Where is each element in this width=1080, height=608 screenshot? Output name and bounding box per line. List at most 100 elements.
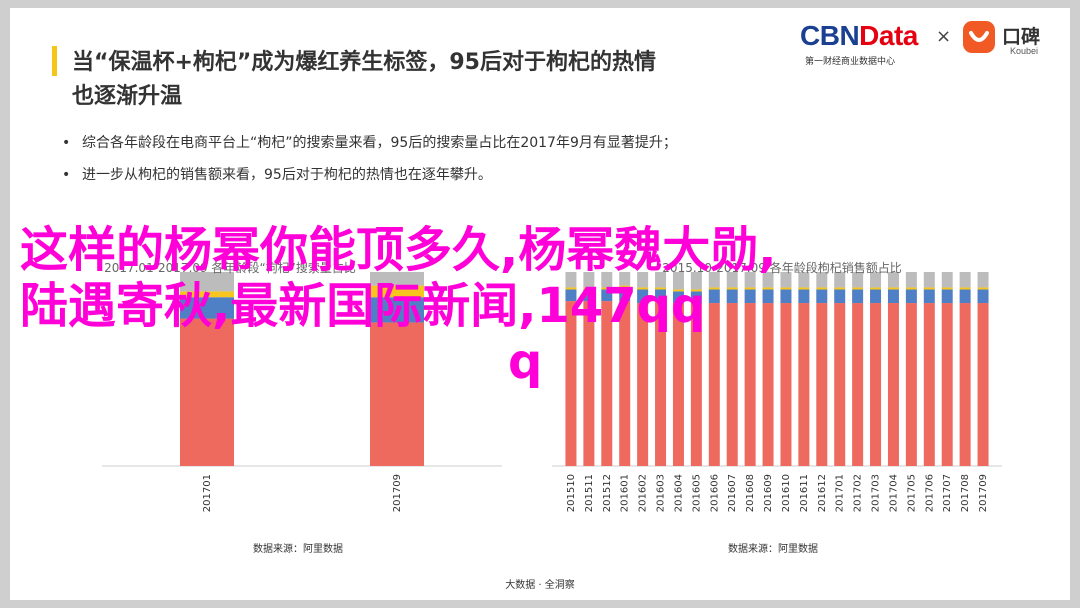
x-tick-label: 201602 <box>638 474 649 512</box>
x-tick-label: 201709 <box>978 474 989 512</box>
overlay-line2: 陆遇寄秋,最新国际新闻,147qq <box>20 278 706 334</box>
bar-segment <box>762 272 774 288</box>
bar-segment <box>619 287 631 302</box>
x-tick-label: 201607 <box>727 474 738 512</box>
cbndata-logo-cbn: CBN <box>800 20 860 51</box>
x-tick-label: 201512 <box>602 474 613 512</box>
bar-segment <box>690 303 702 466</box>
bar-segment <box>816 287 828 290</box>
bar-segment <box>762 289 774 304</box>
slide-title-line1: 当“保温杯+枸杞”成为爆红养生标签，95后对于枸杞的热情 <box>72 50 656 75</box>
partner-separator: × <box>936 26 952 47</box>
bar-segment <box>708 287 720 290</box>
bar-segment <box>905 287 917 290</box>
x-tick-label: 201609 <box>763 474 774 512</box>
chart-right-source: 数据来源：阿里数据 <box>728 544 818 555</box>
x-tick-label: 201511 <box>584 474 595 512</box>
bar-segment <box>780 303 792 466</box>
bar-segment <box>619 285 631 288</box>
chart-left-source: 数据来源：阿里数据 <box>253 544 343 555</box>
bullet-item: • 进一步从枸杞的销售额来看，95后对于枸杞的热情也在逐年攀升。 <box>62 164 492 184</box>
bar-segment <box>834 303 846 466</box>
bar-segment <box>565 289 577 302</box>
bar-segment <box>941 287 953 290</box>
bar-segment <box>726 287 738 290</box>
bar-segment <box>690 291 702 304</box>
x-tick-label: 201608 <box>745 474 756 512</box>
bar-segment <box>977 272 989 288</box>
bar-segment <box>744 287 756 290</box>
bar-segment <box>977 287 989 290</box>
bar-segment <box>726 272 738 288</box>
bar-segment <box>601 287 613 290</box>
bar-segment <box>941 272 953 288</box>
koubei-logo-name: 口碑 <box>1002 26 1041 48</box>
bar-segment <box>923 303 935 466</box>
bar-segment <box>959 289 971 304</box>
bar-segment <box>708 303 720 466</box>
bar-segment <box>744 289 756 304</box>
koubei-logo-icon <box>963 21 995 53</box>
x-tick-label: 201601 <box>620 474 631 512</box>
bar-segment <box>637 287 649 290</box>
x-tick-label: 201605 <box>691 474 702 512</box>
bar-segment <box>180 272 234 292</box>
bar-segment <box>959 303 971 466</box>
bar-segment <box>619 301 631 466</box>
title-accent-bar <box>52 46 57 76</box>
bar-segment <box>887 272 899 288</box>
bar-segment <box>655 289 667 302</box>
x-tick-label: 201704 <box>888 474 899 512</box>
bar-segment <box>637 272 649 288</box>
bar-segment <box>887 287 899 290</box>
x-tick-label: 201603 <box>656 474 667 512</box>
bar-segment <box>870 272 882 288</box>
x-tick-label: 201612 <box>817 474 828 512</box>
cbndata-logo: CBNData <box>800 20 918 52</box>
bar-segment <box>780 289 792 304</box>
x-tick-label: 201701 <box>835 474 846 512</box>
bar-segment <box>923 272 935 288</box>
x-tick-label: 201510 <box>566 474 577 512</box>
x-tick-label: 201701 <box>202 474 213 512</box>
bar-segment <box>180 291 234 298</box>
bar-segment <box>816 303 828 466</box>
bar-segment <box>977 289 989 304</box>
bar-segment <box>601 301 613 466</box>
bar-segment <box>180 297 234 319</box>
bar-segment <box>672 291 684 304</box>
bar-segment <box>905 272 917 288</box>
bar-segment <box>672 272 684 290</box>
bar-segment <box>834 289 846 304</box>
x-tick-label: 201706 <box>924 474 935 512</box>
bullet-dot-icon: • <box>62 167 71 183</box>
bar-segment <box>852 303 864 466</box>
bar-segment <box>780 287 792 290</box>
bar-segment <box>655 287 667 290</box>
slide-title: 当“保温杯+枸杞”成为爆红养生标签，95后对于枸杞的热情 也逐渐升温 <box>72 46 872 114</box>
bar-segment <box>941 289 953 304</box>
bar-segment <box>816 289 828 304</box>
bar-segment <box>762 287 774 290</box>
bar-segment <box>672 289 684 292</box>
cbndata-subtitle: 第一财经商业数据中心 <box>805 57 896 67</box>
bar-segment <box>726 303 738 466</box>
x-tick-label: 201708 <box>960 474 971 512</box>
bar-segment <box>655 301 667 466</box>
bar-segment <box>655 272 667 288</box>
chart-right-title: 2015.10-2017.09 各年龄段枸杞销售额占比 <box>662 260 901 275</box>
slide-title-line2: 也逐渐升温 <box>72 84 183 109</box>
bar-segment <box>583 272 595 288</box>
x-tick-label: 201606 <box>709 474 720 512</box>
bar-segment <box>370 297 424 323</box>
bar-segment <box>690 272 702 290</box>
x-tick-label: 201611 <box>799 474 810 512</box>
bar-segment <box>583 301 595 466</box>
bar-segment <box>977 303 989 466</box>
bar-segment <box>941 303 953 466</box>
koubei-logo-sub: Koubei <box>1010 46 1039 56</box>
x-tick-label: 201707 <box>942 474 953 512</box>
bar-segment <box>762 303 774 466</box>
bar-segment <box>887 289 899 304</box>
